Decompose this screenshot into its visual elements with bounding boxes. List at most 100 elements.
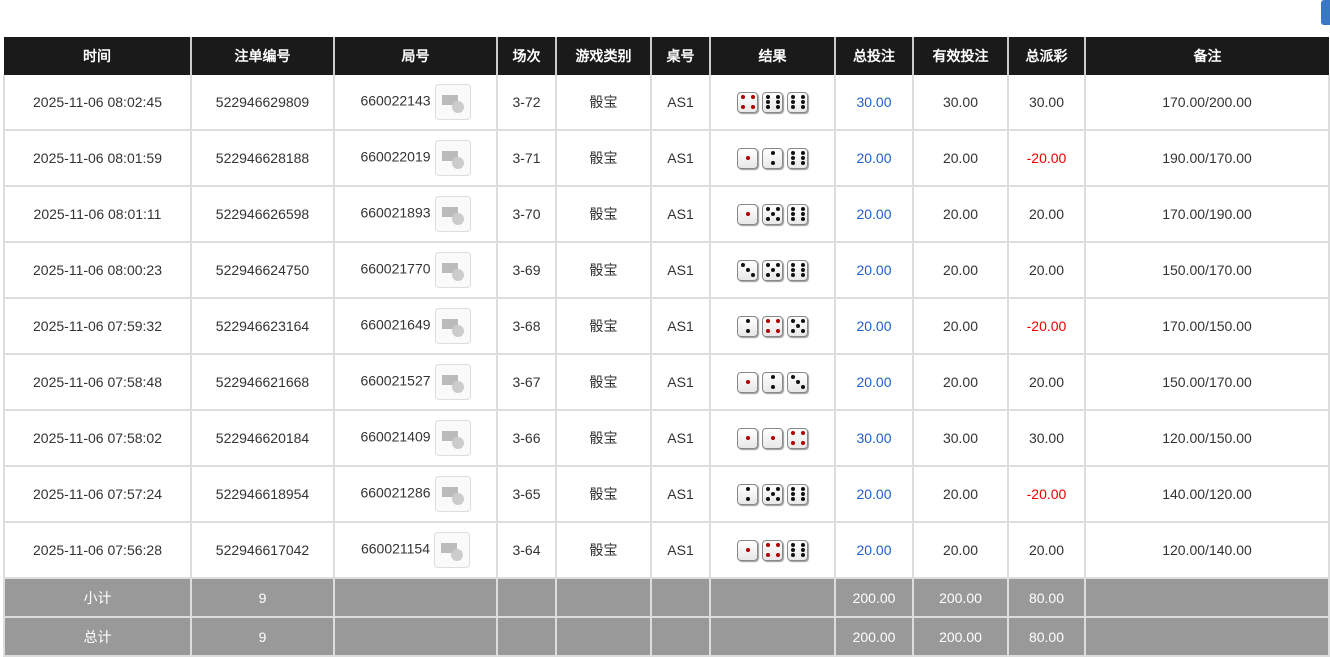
die-6-icon xyxy=(787,483,808,505)
video-replay-icon[interactable] xyxy=(434,196,471,232)
table-id-cell: AS1 xyxy=(650,186,711,243)
video-replay-icon[interactable] xyxy=(434,84,471,120)
table-row: 2025-11-06 08:01:11 522946626598 6600218… xyxy=(3,186,1330,243)
game-type-cell: 骰宝 xyxy=(555,354,652,411)
table-id-cell: AS1 xyxy=(650,75,711,131)
game-type-cell: 骰宝 xyxy=(555,466,652,523)
subtotal-label: 小计 xyxy=(3,577,192,618)
time-cell: 2025-11-06 07:58:48 xyxy=(3,354,192,411)
bet-records-table: 时间 注单编号 局号 场次 游戏类别 桌号 结果 总投注 有效投注 总派彩 备注 2025-11-0… xyxy=(3,37,1330,657)
column-header: 桌号 xyxy=(650,37,710,75)
total-bet-cell: 20.00 xyxy=(834,242,914,299)
die-2-icon xyxy=(737,315,758,337)
total-payout: 80.00 xyxy=(1007,616,1086,657)
round-cell: 660021527 xyxy=(333,354,498,411)
payout-cell: -20.00 xyxy=(1007,466,1086,523)
die-1-icon xyxy=(762,427,783,449)
empty-cell xyxy=(496,616,557,657)
valid-bet-cell: 30.00 xyxy=(912,75,1009,131)
round-number: 660021154 xyxy=(360,540,431,557)
column-header: 游戏类别 xyxy=(555,37,651,75)
round-cell: 660021893 xyxy=(333,186,498,243)
total-bet-cell: 30.00 xyxy=(834,410,914,467)
video-replay-icon[interactable] xyxy=(434,252,471,288)
round-cell: 660021409 xyxy=(333,410,498,467)
column-header: 场次 xyxy=(496,37,556,75)
video-replay-icon[interactable] xyxy=(434,308,471,344)
total-bet-cell: 20.00 xyxy=(834,130,914,187)
round-number: 660021893 xyxy=(360,204,431,221)
table-row: 2025-11-06 07:58:02 522946620184 6600214… xyxy=(3,410,1330,467)
valid-bet-cell: 20.00 xyxy=(912,242,1009,299)
game-type-cell: 骰宝 xyxy=(555,75,652,131)
video-replay-icon[interactable] xyxy=(434,420,471,456)
total-label: 总计 xyxy=(3,616,192,657)
video-replay-icon[interactable] xyxy=(434,140,471,176)
die-1-icon xyxy=(737,203,758,225)
die-3-icon xyxy=(737,259,758,281)
note-cell: 190.00/170.00 xyxy=(1084,130,1330,187)
valid-bet-cell: 20.00 xyxy=(912,354,1009,411)
time-cell: 2025-11-06 07:57:24 xyxy=(3,466,192,523)
empty-cell xyxy=(709,616,836,657)
time-cell: 2025-11-06 08:00:23 xyxy=(3,242,192,299)
empty-cell xyxy=(555,616,652,657)
round-number: 660021409 xyxy=(360,428,431,445)
note-cell: 170.00/190.00 xyxy=(1084,186,1330,243)
die-5-icon xyxy=(762,259,783,281)
time-cell: 2025-11-06 08:01:11 xyxy=(3,186,192,243)
subtotal-bet: 200.00 xyxy=(834,577,914,618)
game-type-cell: 骰宝 xyxy=(555,522,652,579)
table-id-cell: AS1 xyxy=(650,354,711,411)
video-replay-icon[interactable] xyxy=(434,364,471,400)
round-number: 660022019 xyxy=(360,148,431,165)
table-row: 2025-11-06 07:58:48 522946621668 6600215… xyxy=(3,354,1330,411)
time-cell: 2025-11-06 07:58:02 xyxy=(3,410,192,467)
total-bet: 200.00 xyxy=(834,616,914,657)
result-cell xyxy=(709,298,836,355)
table-row: 2025-11-06 07:56:28 522946617042 6600211… xyxy=(3,522,1330,579)
game-type-cell: 骰宝 xyxy=(555,410,652,467)
game-type-cell: 骰宝 xyxy=(555,186,652,243)
column-header: 时间 xyxy=(4,37,191,75)
round-cell: 660021286 xyxy=(333,466,498,523)
result-cell xyxy=(709,466,836,523)
valid-bet-cell: 20.00 xyxy=(912,522,1009,579)
total-bet-cell: 20.00 xyxy=(834,354,914,411)
die-2-icon xyxy=(762,371,783,393)
session-cell: 3-68 xyxy=(496,298,557,355)
valid-bet-cell: 20.00 xyxy=(912,466,1009,523)
payout-cell: 20.00 xyxy=(1007,522,1086,579)
note-cell: 170.00/150.00 xyxy=(1084,298,1330,355)
order-id-cell: 522946624750 xyxy=(190,242,335,299)
valid-bet-cell: 20.00 xyxy=(912,186,1009,243)
valid-bet-cell: 20.00 xyxy=(912,130,1009,187)
total-bet-cell: 20.00 xyxy=(834,298,914,355)
valid-bet-cell: 20.00 xyxy=(912,298,1009,355)
total-valid: 200.00 xyxy=(912,616,1009,657)
result-cell xyxy=(709,75,836,131)
die-5-icon xyxy=(762,203,783,225)
order-id-cell: 522946620184 xyxy=(190,410,335,467)
video-replay-icon[interactable] xyxy=(434,532,471,568)
top-right-tab[interactable] xyxy=(1321,0,1330,25)
game-type-cell: 骰宝 xyxy=(555,242,652,299)
round-cell: 660021649 xyxy=(333,298,498,355)
payout-cell: 20.00 xyxy=(1007,186,1086,243)
video-replay-icon[interactable] xyxy=(434,476,471,512)
round-number: 660021649 xyxy=(360,316,431,333)
die-6-icon xyxy=(762,91,783,113)
result-cell xyxy=(709,410,836,467)
result-cell xyxy=(709,354,836,411)
round-cell: 660021770 xyxy=(333,242,498,299)
die-4-icon xyxy=(787,427,808,449)
column-header: 总投注 xyxy=(834,37,913,75)
table-id-cell: AS1 xyxy=(650,242,711,299)
die-5-icon xyxy=(762,483,783,505)
note-cell: 150.00/170.00 xyxy=(1084,354,1330,411)
session-cell: 3-71 xyxy=(496,130,557,187)
note-cell: 140.00/120.00 xyxy=(1084,466,1330,523)
total-count: 9 xyxy=(190,616,335,657)
table-row: 2025-11-06 08:01:59 522946628188 6600220… xyxy=(3,130,1330,187)
column-header: 局号 xyxy=(333,37,497,75)
